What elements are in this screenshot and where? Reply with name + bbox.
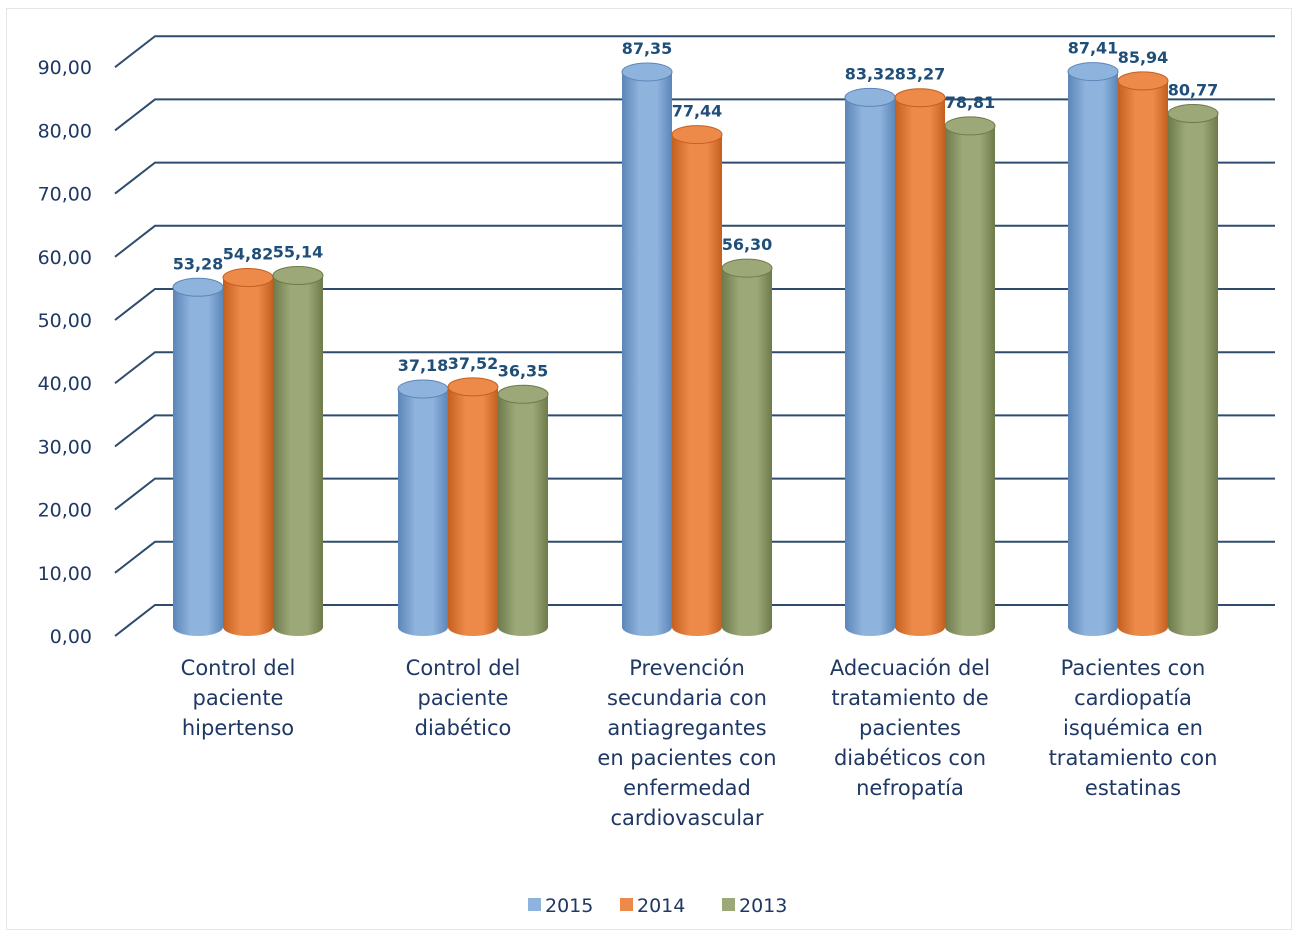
data-label: 85,94 <box>1118 48 1169 67</box>
bar <box>1067 62 1119 637</box>
legend-item: 2013 <box>722 895 787 917</box>
category-label: Adecuación del tratamiento de pacientes dia… <box>830 656 990 800</box>
bar <box>944 116 996 636</box>
y-tick-label: 80,00 <box>38 120 92 142</box>
data-label: 87,35 <box>622 39 673 58</box>
data-label: 83,32 <box>845 64 896 83</box>
y-tick-label: 20,00 <box>38 500 92 522</box>
y-tick-label: 40,00 <box>38 373 92 395</box>
legend-item: 2014 <box>620 895 685 917</box>
gridline <box>114 35 1275 68</box>
data-labels: 53,28 37,18 87,35 83,32 87,41 54,82 37,52 77,44… <box>173 39 1219 381</box>
data-label: 53,28 <box>173 254 224 273</box>
bar <box>621 62 673 636</box>
chart-frame <box>6 8 1292 930</box>
bar <box>272 266 324 636</box>
data-label: 36,35 <box>498 361 549 380</box>
y-tick-label: 60,00 <box>38 247 92 269</box>
legend-label: 2015 <box>545 895 593 917</box>
legend-label: 2014 <box>637 895 685 917</box>
bar <box>447 377 499 636</box>
y-tick-label: 30,00 <box>38 436 92 458</box>
data-label: 77,44 <box>672 102 723 121</box>
category-label: Control del paciente diabético <box>406 656 521 740</box>
data-label: 54,82 <box>223 245 274 264</box>
y-tick-label: 10,00 <box>38 563 92 585</box>
bar <box>894 88 946 637</box>
bar <box>671 125 723 636</box>
bar <box>172 277 224 636</box>
category-label: Pacientes con cardiopatía isquémica en trat… <box>1049 656 1218 800</box>
bar <box>497 384 549 636</box>
y-tick-label: 90,00 <box>38 57 92 79</box>
bars <box>172 62 1219 637</box>
category-labels: Control del paciente hipertenso Control del… <box>181 656 1218 830</box>
legend-item: 2015 <box>528 895 593 917</box>
data-label: 87,41 <box>1068 39 1119 58</box>
bar <box>1167 104 1219 637</box>
legend-label: 2013 <box>739 895 787 917</box>
y-tick-label: 70,00 <box>38 184 92 206</box>
data-label: 37,52 <box>448 354 499 373</box>
data-label: 37,18 <box>398 356 449 375</box>
bar <box>844 87 896 636</box>
bar <box>397 379 449 636</box>
y-axis-ticks: 0,00 10,00 20,00 30,00 40,00 50,00 60,00 70,00 8… <box>38 57 92 648</box>
category-label: Prevención secundaria con antiagregantes en… <box>597 656 776 830</box>
bar <box>721 258 773 636</box>
category-label: Control del paciente hipertenso <box>181 656 296 740</box>
y-tick-label: 50,00 <box>38 310 92 332</box>
y-tick-label: 0,00 <box>50 626 92 648</box>
legend-swatch <box>722 898 735 911</box>
bar <box>1117 71 1169 637</box>
data-label: 78,81 <box>945 93 996 112</box>
data-label: 80,77 <box>1168 81 1219 100</box>
legend-swatch <box>528 898 541 911</box>
bar <box>222 268 274 636</box>
legend-swatch <box>620 898 633 911</box>
legend: 2015 2014 2013 <box>528 895 787 917</box>
data-label: 83,27 <box>895 65 946 84</box>
data-label: 56,30 <box>722 235 773 254</box>
data-label: 55,14 <box>273 243 324 262</box>
